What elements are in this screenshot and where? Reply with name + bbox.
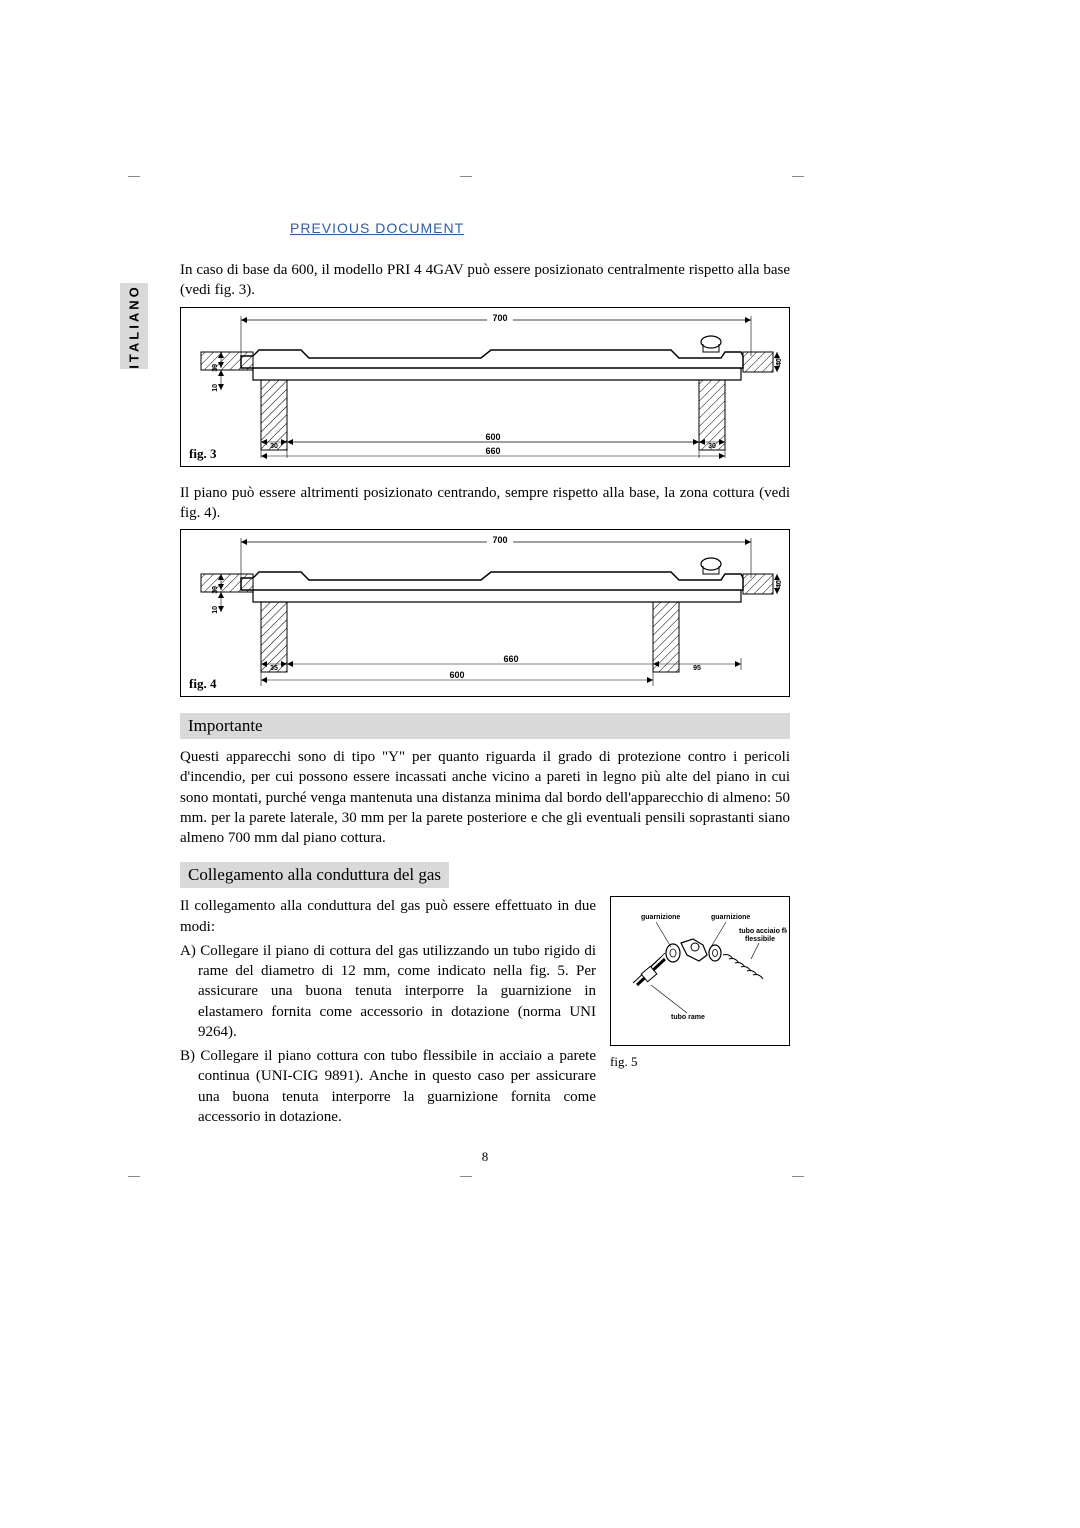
paragraph-intro-fig4: Il piano può essere altrimenti posiziona…: [180, 483, 790, 524]
list-item-b: B) Collegare il piano cottura con tubo f…: [180, 1046, 596, 1127]
list-item-a: A) Collegare il piano di cottura del gas…: [180, 941, 596, 1042]
figure-4: 700 39 10 40: [180, 529, 790, 697]
svg-text:40: 40: [776, 580, 783, 588]
svg-text:guarnizione: guarnizione: [711, 914, 750, 921]
crop-mark: [128, 176, 140, 177]
figure-3: 700 39 10: [180, 307, 790, 467]
previous-document-link[interactable]: PREVIOUS DOCUMENT: [290, 220, 464, 236]
svg-text:600: 600: [449, 670, 464, 680]
svg-text:10: 10: [212, 383, 219, 391]
svg-text:40: 40: [776, 358, 783, 366]
paragraph-importante: Questi apparecchi sono di tipo "Y" per q…: [180, 747, 790, 848]
paragraph-intro-fig3: In caso di base da 600, il modello PRI 4…: [180, 260, 790, 301]
paragraph-gas-intro: Il collegamento alla conduttura del gas …: [180, 896, 596, 937]
crop-mark: [460, 176, 472, 177]
svg-text:30: 30: [270, 443, 278, 450]
heading-importante: Importante: [180, 713, 790, 739]
svg-text:guarnizione: guarnizione: [641, 914, 680, 921]
svg-text:35: 35: [270, 665, 278, 672]
dim-top: 700: [492, 313, 507, 323]
svg-text:660: 660: [485, 446, 500, 456]
crop-mark: [128, 1176, 140, 1177]
svg-text:39: 39: [212, 586, 219, 594]
svg-text:95: 95: [693, 665, 701, 672]
svg-text:30: 30: [708, 443, 716, 450]
svg-text:39: 39: [212, 363, 219, 371]
svg-text:flessibile: flessibile: [745, 936, 775, 943]
figure-4-caption: fig. 4: [189, 676, 216, 692]
figure-5: guarnizione guarnizione tubo acciaio fle…: [610, 896, 790, 1131]
language-tab: ITALIANO: [120, 283, 148, 369]
svg-text:600: 600: [485, 432, 500, 442]
figure-3-caption: fig. 3: [189, 446, 216, 462]
page-content: In caso di base da 600, il modello PRI 4…: [180, 260, 790, 1165]
page-number: 8: [180, 1149, 790, 1165]
heading-gas: Collegamento alla conduttura del gas: [180, 862, 449, 888]
figure-5-caption: fig. 5: [610, 1054, 790, 1070]
svg-text:700: 700: [492, 535, 507, 545]
svg-text:660: 660: [503, 654, 518, 664]
svg-text:10: 10: [212, 606, 219, 614]
crop-mark: [792, 176, 804, 177]
language-tab-label: ITALIANO: [127, 284, 142, 368]
crop-mark: [460, 1176, 472, 1177]
crop-mark: [792, 1176, 804, 1177]
svg-text:tubo acciaio flessibile: tubo acciaio flessibile: [739, 928, 787, 935]
svg-text:tubo rame: tubo rame: [671, 1014, 705, 1021]
